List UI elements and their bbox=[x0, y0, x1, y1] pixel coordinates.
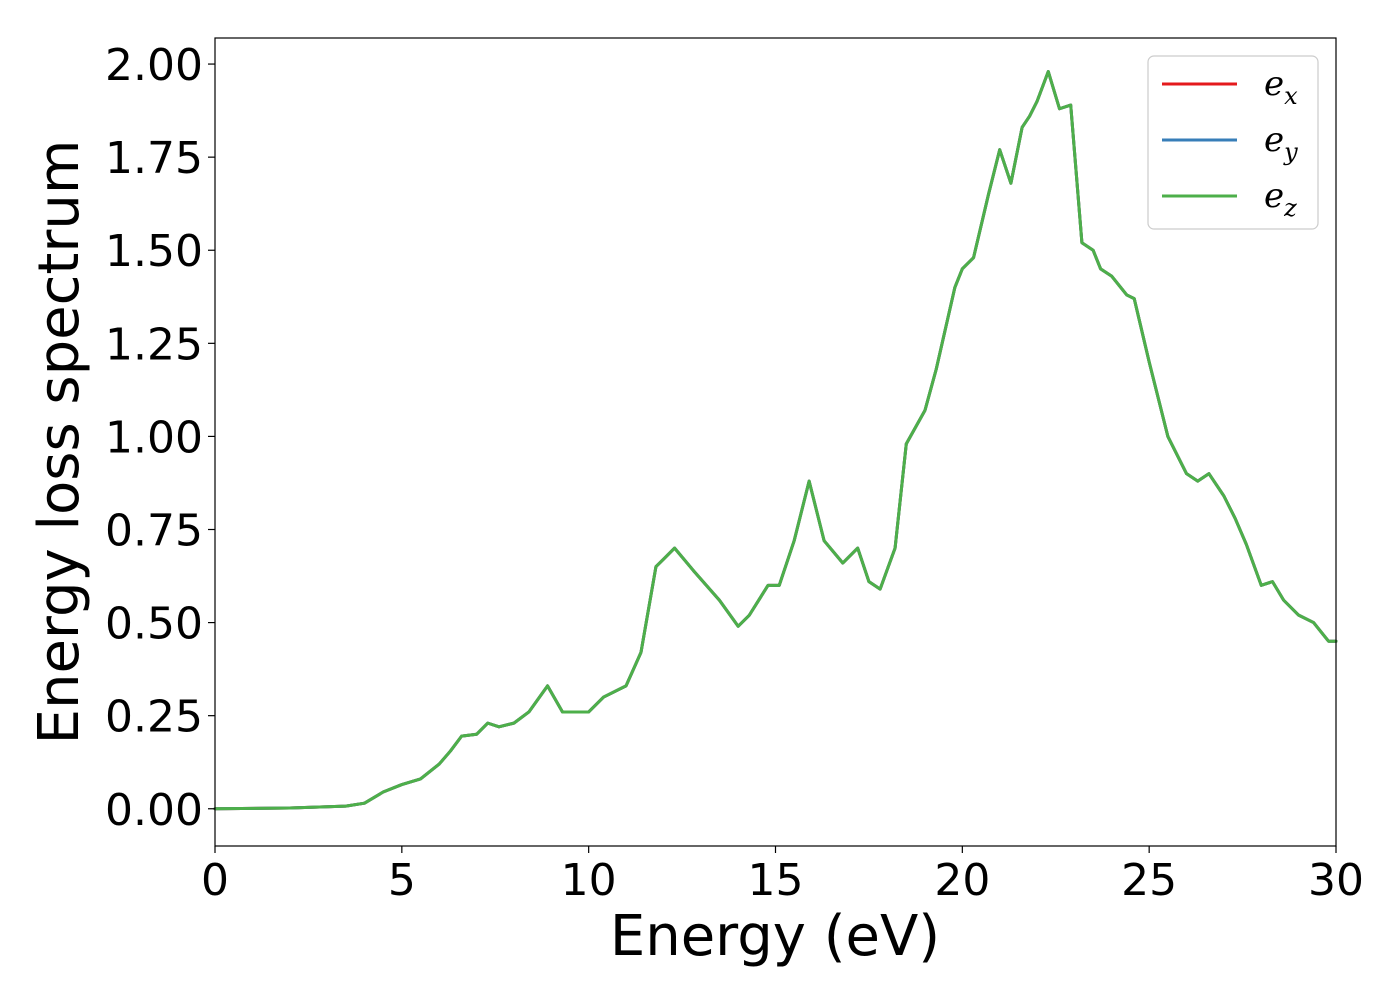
x-tick-label: 25 bbox=[1121, 855, 1177, 906]
legend-subscript: y bbox=[1283, 138, 1298, 166]
y-tick-label: 0.75 bbox=[105, 506, 203, 557]
x-axis-title: Energy (eV) bbox=[610, 904, 940, 969]
y-tick-label: 0.50 bbox=[105, 599, 203, 650]
y-tick-label: 0.00 bbox=[105, 785, 203, 836]
legend-label-e-y: ey bbox=[1264, 120, 1298, 166]
y-axis: 0.00 0.25 0.50 0.75 1.00 1.25 1.50 1.75 2.00 bbox=[105, 40, 215, 836]
x-tick-label: 0 bbox=[201, 855, 229, 906]
y-tick-label: 2.00 bbox=[105, 40, 203, 91]
x-axis: 0 5 10 15 20 25 30 bbox=[201, 846, 1364, 906]
y-tick-label: 1.25 bbox=[105, 319, 203, 370]
x-tick-label: 5 bbox=[388, 855, 416, 906]
series-layer bbox=[213, 70, 1338, 811]
x-tick-label: 10 bbox=[561, 855, 617, 906]
x-tick-label: 30 bbox=[1308, 855, 1364, 906]
x-tick-label: 15 bbox=[748, 855, 804, 906]
y-tick-label: 1.50 bbox=[105, 226, 203, 277]
y-tick-label: 0.25 bbox=[105, 692, 203, 743]
y-axis-title: Energy loss spectrum bbox=[27, 140, 92, 745]
y-tick-label: 1.00 bbox=[105, 412, 203, 463]
legend-frame bbox=[1147, 55, 1319, 230]
legend-subscript: z bbox=[1283, 194, 1297, 222]
series-line-e-z bbox=[213, 70, 1338, 811]
x-tick-label: 20 bbox=[934, 855, 990, 906]
legend-subscript: x bbox=[1284, 82, 1298, 110]
y-tick-label: 1.75 bbox=[105, 133, 203, 184]
